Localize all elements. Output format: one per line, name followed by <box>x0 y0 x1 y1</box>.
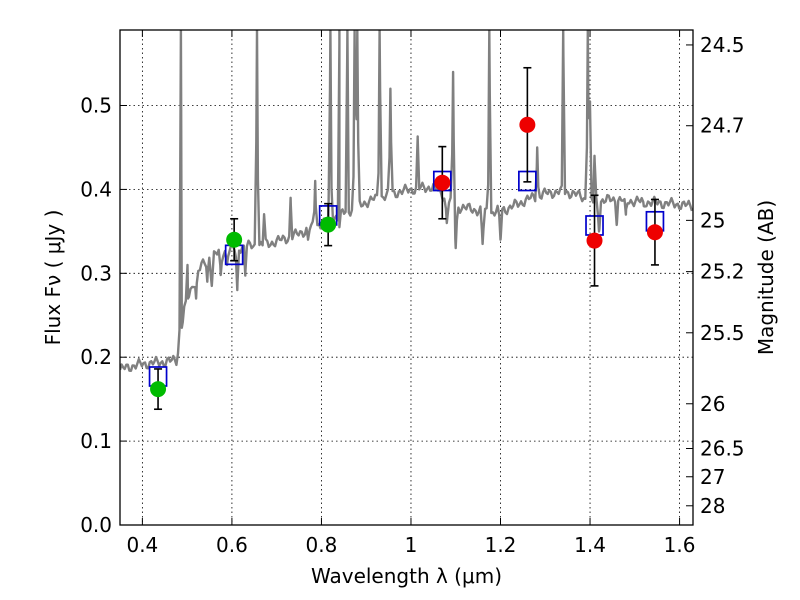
x-tick-label: 0.4 <box>126 533 158 557</box>
x-tick-label: 1 <box>405 533 418 557</box>
data-points-layer <box>148 66 665 411</box>
red-data-point <box>586 232 603 249</box>
y2-tick-label: 26.5 <box>700 436 745 460</box>
axis-ticks: 0.4 0.6 0.8 1 1.2 1.4 1.6 0.0 0.1 0.2 0.3 0.4 0.5 24.… <box>80 30 745 557</box>
y2-tick-label: 25.2 <box>700 260 745 284</box>
y-tick-label: 0.4 <box>80 177 112 201</box>
y2-axis-title: Magnitude (AB) <box>754 200 778 355</box>
x-tick-label: 0.6 <box>216 533 248 557</box>
y2-tick-label: 25.5 <box>700 321 745 345</box>
red-data-point <box>646 224 663 241</box>
x-axis-title: Wavelength λ (μm) <box>311 564 502 588</box>
red-data-point <box>519 116 536 133</box>
plot-frame <box>119 29 694 526</box>
y-axis-title: Flux Fν ( μJy ) <box>41 210 65 346</box>
model-spectrum-line <box>120 30 693 372</box>
x-tick-label: 1.4 <box>574 533 606 557</box>
y-tick-label: 0.3 <box>80 261 112 285</box>
y-tick-label: 0.1 <box>80 429 112 453</box>
y2-tick-label: 26 <box>700 392 725 416</box>
y2-tick-label: 24.7 <box>700 114 745 138</box>
y-tick-label: 0.0 <box>80 513 112 537</box>
y2-tick-label: 27 <box>700 465 725 489</box>
x-tick-label: 1.2 <box>485 533 517 557</box>
red-data-point <box>434 174 451 191</box>
model-spectrum-layer <box>120 30 693 372</box>
x-tick-label: 0.8 <box>306 533 338 557</box>
green-data-point <box>320 216 337 233</box>
green-data-point <box>226 231 243 248</box>
green-data-point <box>150 381 167 398</box>
x-tick-label: 1.6 <box>664 533 696 557</box>
y-tick-label: 0.2 <box>80 345 112 369</box>
y-tick-label: 0.5 <box>80 94 112 118</box>
y2-tick-label: 25 <box>700 208 725 232</box>
y2-tick-label: 28 <box>700 494 725 518</box>
y2-tick-label: 24.5 <box>700 33 745 57</box>
